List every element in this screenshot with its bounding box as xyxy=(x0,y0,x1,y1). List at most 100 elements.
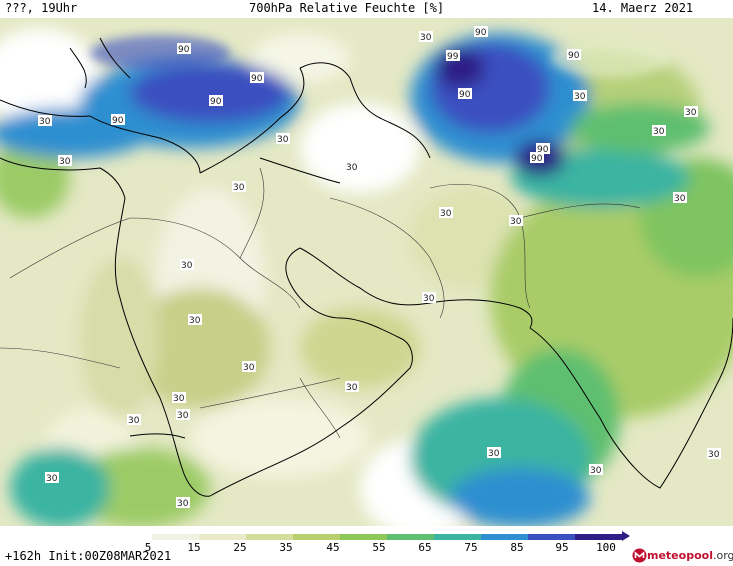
header-bar: ???, 19Uhr 700hPa Relative Feuchte [%] 1… xyxy=(0,0,733,18)
contour-label: 30 xyxy=(232,181,246,193)
svg-text:30: 30 xyxy=(685,108,697,118)
colorbar-segment xyxy=(199,534,247,540)
contour-label: 30 xyxy=(589,464,603,476)
svg-text:30: 30 xyxy=(39,117,51,127)
svg-text:30: 30 xyxy=(440,209,452,219)
logo-text-meteo: meteo xyxy=(647,548,687,562)
colorbar-tick-label: 85 xyxy=(510,541,524,554)
colorbar-arrow xyxy=(622,531,630,541)
contour-label: 30 xyxy=(707,448,721,460)
colorbar-tick-label: 45 xyxy=(326,541,340,554)
logo-text-org: .org xyxy=(712,548,733,562)
logo-text-pool: pool xyxy=(686,548,713,562)
svg-text:30: 30 xyxy=(510,217,522,227)
svg-text:30: 30 xyxy=(590,466,602,476)
svg-text:30: 30 xyxy=(346,163,358,173)
colorbar-tick-label: 15 xyxy=(187,541,201,554)
colorbar-segment xyxy=(575,534,623,540)
colorbar-segment xyxy=(387,534,435,540)
svg-text:30: 30 xyxy=(46,474,58,484)
svg-text:30: 30 xyxy=(277,135,289,145)
colorbar-tick-label: 65 xyxy=(418,541,432,554)
contour-label: 90 xyxy=(567,49,581,61)
svg-text:30: 30 xyxy=(653,127,665,137)
colorbar-segment xyxy=(246,534,294,540)
contour-label: 30 xyxy=(188,314,202,326)
svg-text:90: 90 xyxy=(568,51,580,61)
contour-label: 90 xyxy=(530,152,544,164)
contour-label: 30 xyxy=(419,31,433,43)
contour-label: 90 xyxy=(209,95,223,107)
colorbar-tick-label: 95 xyxy=(555,541,569,554)
contour-label: 30 xyxy=(176,409,190,421)
svg-text:30: 30 xyxy=(423,294,435,304)
colorbar-segment xyxy=(481,534,529,540)
contour-label: 90 xyxy=(250,72,264,84)
contour-label: 30 xyxy=(276,133,290,145)
colorbar-segments xyxy=(105,534,623,540)
contour-label: 30 xyxy=(345,161,359,173)
contour-label: 30 xyxy=(652,125,666,137)
meteopool-logo[interactable]: meteo pool .org xyxy=(632,546,733,564)
svg-text:30: 30 xyxy=(488,449,500,459)
contour-label: 90 xyxy=(111,114,125,126)
svg-text:90: 90 xyxy=(178,45,190,55)
svg-text:30: 30 xyxy=(189,316,201,326)
colorbar-segment xyxy=(528,534,576,540)
meteopool-logo-icon xyxy=(632,548,647,562)
svg-text:30: 30 xyxy=(243,363,255,373)
contour-label: 30 xyxy=(172,392,186,404)
contour-label: 30 xyxy=(38,115,52,127)
svg-text:30: 30 xyxy=(177,499,189,509)
colorbar-tick-label: 35 xyxy=(279,541,293,554)
contour-label: 30 xyxy=(439,207,453,219)
svg-text:90: 90 xyxy=(112,116,124,126)
svg-text:30: 30 xyxy=(420,33,432,43)
sea-texture xyxy=(90,35,670,78)
contour-label: 90 xyxy=(474,26,488,38)
chart-title: 700hPa Relative Feuchte [%] xyxy=(249,1,445,15)
svg-text:30: 30 xyxy=(181,261,193,271)
colorbar xyxy=(105,531,630,541)
colorbar-tick-label: 25 xyxy=(233,541,247,554)
svg-text:30: 30 xyxy=(59,157,71,167)
svg-text:30: 30 xyxy=(173,394,185,404)
forecast-run-info: +162h Init:00Z08MAR2021 xyxy=(5,549,172,563)
contour-label: 30 xyxy=(422,292,436,304)
forecast-date: 14. Maerz 2021 xyxy=(592,1,694,15)
svg-text:90: 90 xyxy=(475,28,487,38)
svg-text:30: 30 xyxy=(574,92,586,102)
svg-text:30: 30 xyxy=(233,183,245,193)
colorbar-segment xyxy=(340,534,388,540)
contour-label: 99 xyxy=(446,50,460,62)
contour-label: 30 xyxy=(573,90,587,102)
contour-label: 30 xyxy=(127,414,141,426)
contour-label: 30 xyxy=(180,259,194,271)
colorbar-segment xyxy=(434,534,482,540)
colorbar-segment xyxy=(105,534,153,540)
forecast-weekday-time: ???, 19Uhr xyxy=(5,1,78,15)
svg-text:90: 90 xyxy=(537,145,549,155)
contour-label: 30 xyxy=(684,106,698,118)
contour-label: 90 xyxy=(536,143,550,155)
svg-text:30: 30 xyxy=(177,411,189,421)
contour-label: 30 xyxy=(242,361,256,373)
svg-text:90: 90 xyxy=(531,154,543,164)
colorbar-tick-label: 75 xyxy=(464,541,478,554)
svg-text:30: 30 xyxy=(708,450,720,460)
colorbar-tick-label: 55 xyxy=(372,541,386,554)
svg-text:99: 99 xyxy=(447,52,459,62)
contour-label: 30 xyxy=(673,192,687,204)
svg-text:90: 90 xyxy=(210,97,222,107)
contour-label: 30 xyxy=(509,215,523,227)
svg-text:30: 30 xyxy=(674,194,686,204)
contour-label: 30 xyxy=(345,381,359,393)
contour-label: 30 xyxy=(58,155,72,167)
humidity-map: 90 90 90 90 90 99 90 90 90 90 30 30 30 3… xyxy=(0,18,733,526)
colorbar-segment xyxy=(152,534,200,540)
contour-label: 90 xyxy=(458,88,472,100)
svg-text:30: 30 xyxy=(128,416,140,426)
contour-label: 90 xyxy=(177,43,191,55)
colorbar-tick-label: 100 xyxy=(596,541,616,554)
